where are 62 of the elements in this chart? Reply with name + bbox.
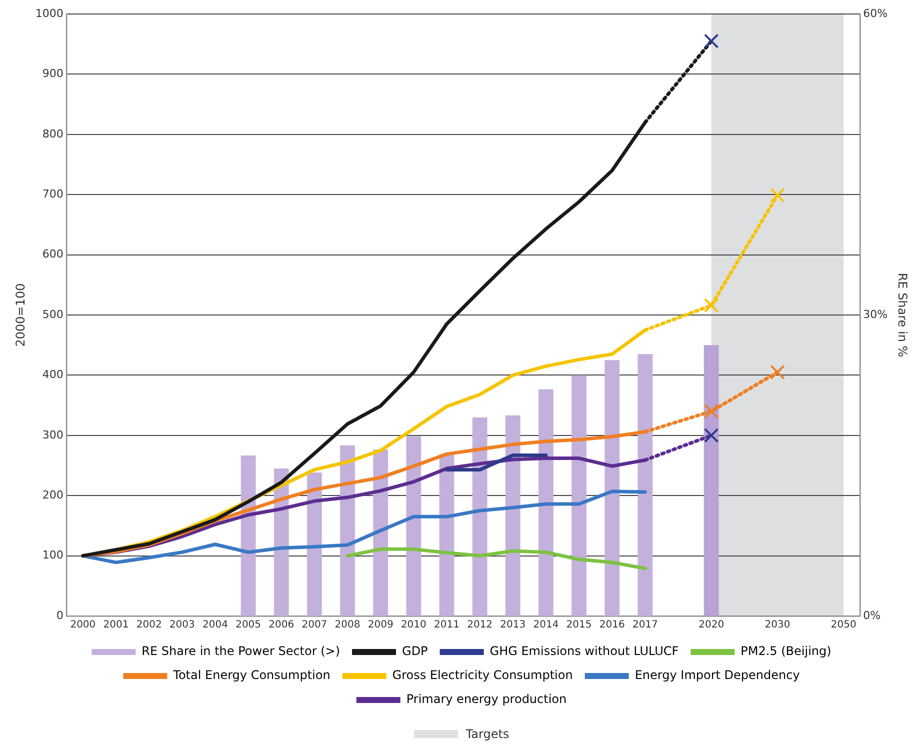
x-tick-label: 2001 [103,620,129,631]
legend-label: Total Energy Consumption [172,668,330,682]
legend-label: RE Share in the Power Sector (>) [142,644,340,658]
y-tick-label: 700 [42,187,64,200]
legend-label: Gross Electricity Consumption [392,668,573,682]
x-tick-label: 2003 [169,620,195,631]
point [704,34,719,48]
legend-label: PM2.5 (Beijing) [740,644,832,658]
legend-label: Primary energy production [406,692,567,706]
y-tick-label: 300 [42,428,64,442]
y-tick-label: 800 [42,127,64,140]
y-tick-label: 1000 [35,6,64,20]
x-tick-label: 2005 [236,620,262,631]
bar [704,345,719,616]
y-tick-label: 100 [42,548,64,562]
y-tick-label: 400 [42,368,64,382]
x-tick-label: 2000 [70,620,96,631]
x-tick-label: 2008 [334,620,360,631]
y-tick-label: 600 [42,248,64,261]
y-tick-label: 0 [56,608,64,622]
y2-axis-title: RE Share in % [896,272,910,358]
x-tick-label: 2016 [599,620,625,631]
x-tick-label: 2009 [368,620,394,631]
bar [638,354,653,616]
y-axis-title: 2000=100 [13,283,28,347]
x-tick-label: 2020 [698,620,724,631]
y2-tick-label: 30% [863,308,888,321]
x-tick-label: 2007 [302,620,328,631]
bar [406,436,422,616]
point [704,428,719,443]
bar [373,449,388,616]
bar [538,389,554,616]
x-tick-label: 2002 [136,620,162,631]
legend-label: Targets [466,727,510,741]
bar [307,472,322,616]
y2-tick-label: 0% [863,608,881,622]
x-tick-label: 2015 [566,620,592,631]
legend-label: Energy Import Dependency [634,668,800,682]
legend-label: GHG Emissions without LULUCF [490,644,679,658]
bar [505,415,520,616]
x-tick-label: 2004 [202,620,228,631]
bar [604,360,620,616]
x-tick-label: 2030 [764,620,790,631]
point [704,404,719,419]
x-tick-label: 2014 [533,620,559,631]
point [704,298,719,313]
legend-label: GDP [402,644,428,658]
bar [340,445,355,616]
x-tick-label: 2006 [268,620,294,631]
x-tick-label: 2011 [434,620,460,631]
x-tick-label: 2017 [632,620,658,631]
y2-tick-label: 60% [863,6,888,20]
point [770,364,785,380]
x-tick-label: 2050 [830,620,856,631]
x-tick-label: 2013 [500,620,526,631]
x-tick-label: 2010 [400,620,426,631]
bar [572,375,586,616]
y-tick-label: 200 [42,488,64,502]
point [770,188,785,203]
x-tick-label: 2012 [467,620,493,631]
y-tick-label: 900 [42,67,64,80]
y-tick-label: 500 [42,308,64,321]
